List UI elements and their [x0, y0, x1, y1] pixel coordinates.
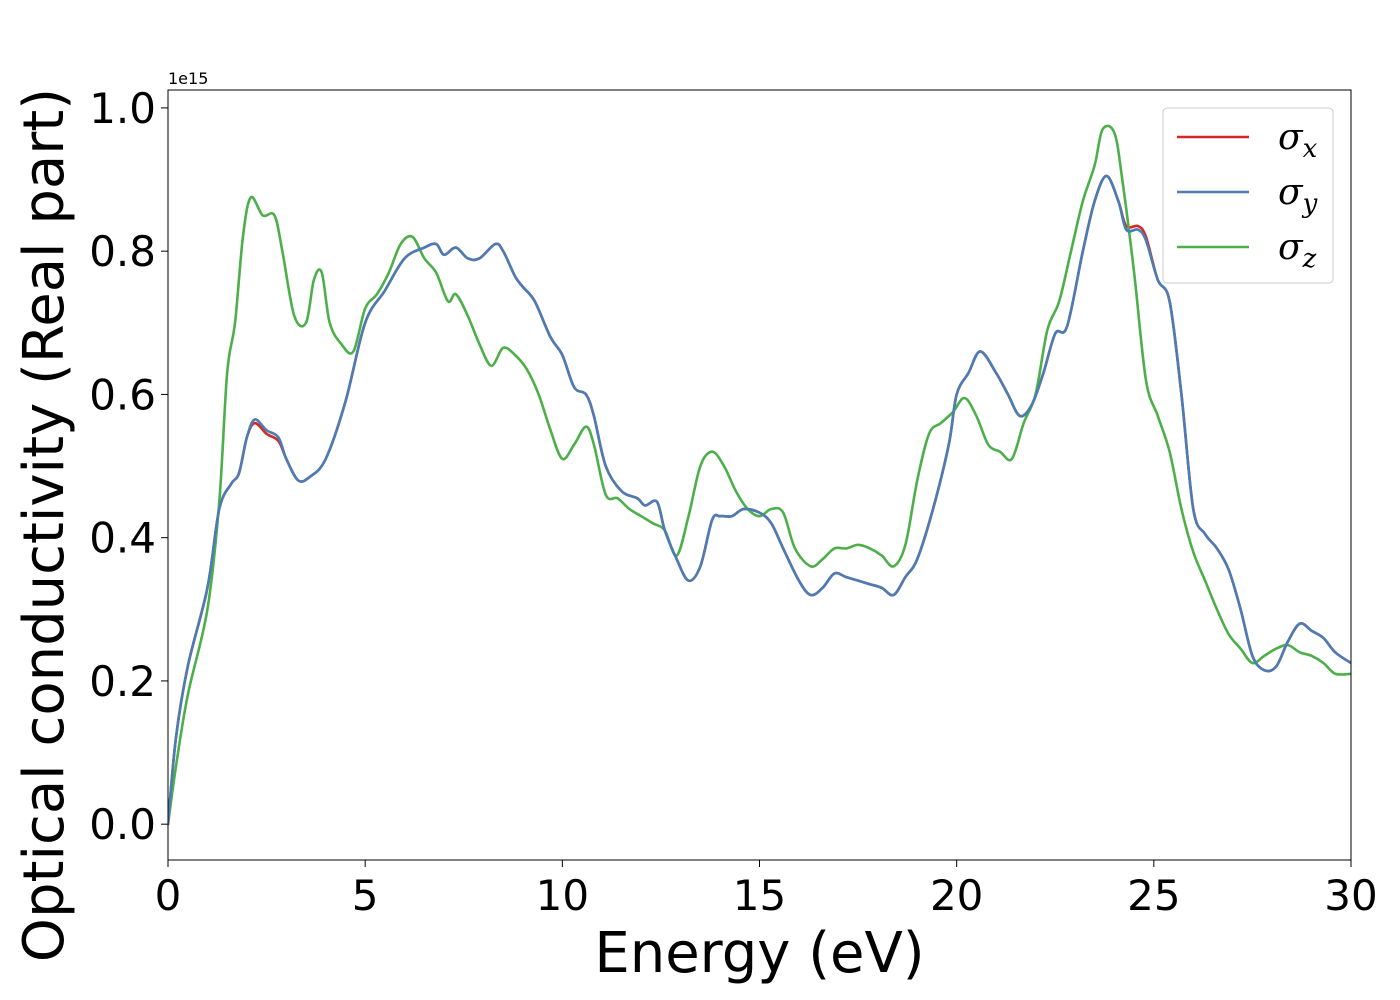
x-tick-label: 15	[733, 871, 786, 920]
x-tick-label: 0	[155, 871, 182, 920]
series-layer	[168, 124, 1351, 826]
y-offset-label: 1e15	[168, 69, 208, 88]
x-tick-label: 10	[536, 871, 589, 920]
x-tick-label: 5	[352, 871, 379, 920]
x-axis: 0 5 10 15 20 25 30	[155, 860, 1378, 920]
series-line-sigma-z	[168, 124, 1351, 826]
y-tick-label: 0.4	[89, 514, 156, 563]
legend-box	[1162, 107, 1334, 284]
x-tick-label: 25	[1127, 871, 1180, 920]
y-tick-label: 1.0	[89, 84, 156, 133]
y-tick-label: 0.6	[89, 370, 156, 419]
series-line-sigma-y	[168, 174, 1351, 826]
x-tick-label: 20	[930, 871, 983, 920]
y-axis: 0.0 0.2 0.4 0.6 0.8 1.0	[89, 84, 168, 849]
y-tick-label: 0.2	[89, 657, 156, 706]
x-tick-label: 30	[1324, 871, 1377, 920]
y-tick-label: 0.0	[89, 800, 156, 849]
x-axis-title: Energy (eV)	[594, 921, 924, 986]
y-tick-label: 0.8	[89, 227, 156, 276]
y-axis-title: Optical conductivity (Real part)	[12, 88, 77, 962]
